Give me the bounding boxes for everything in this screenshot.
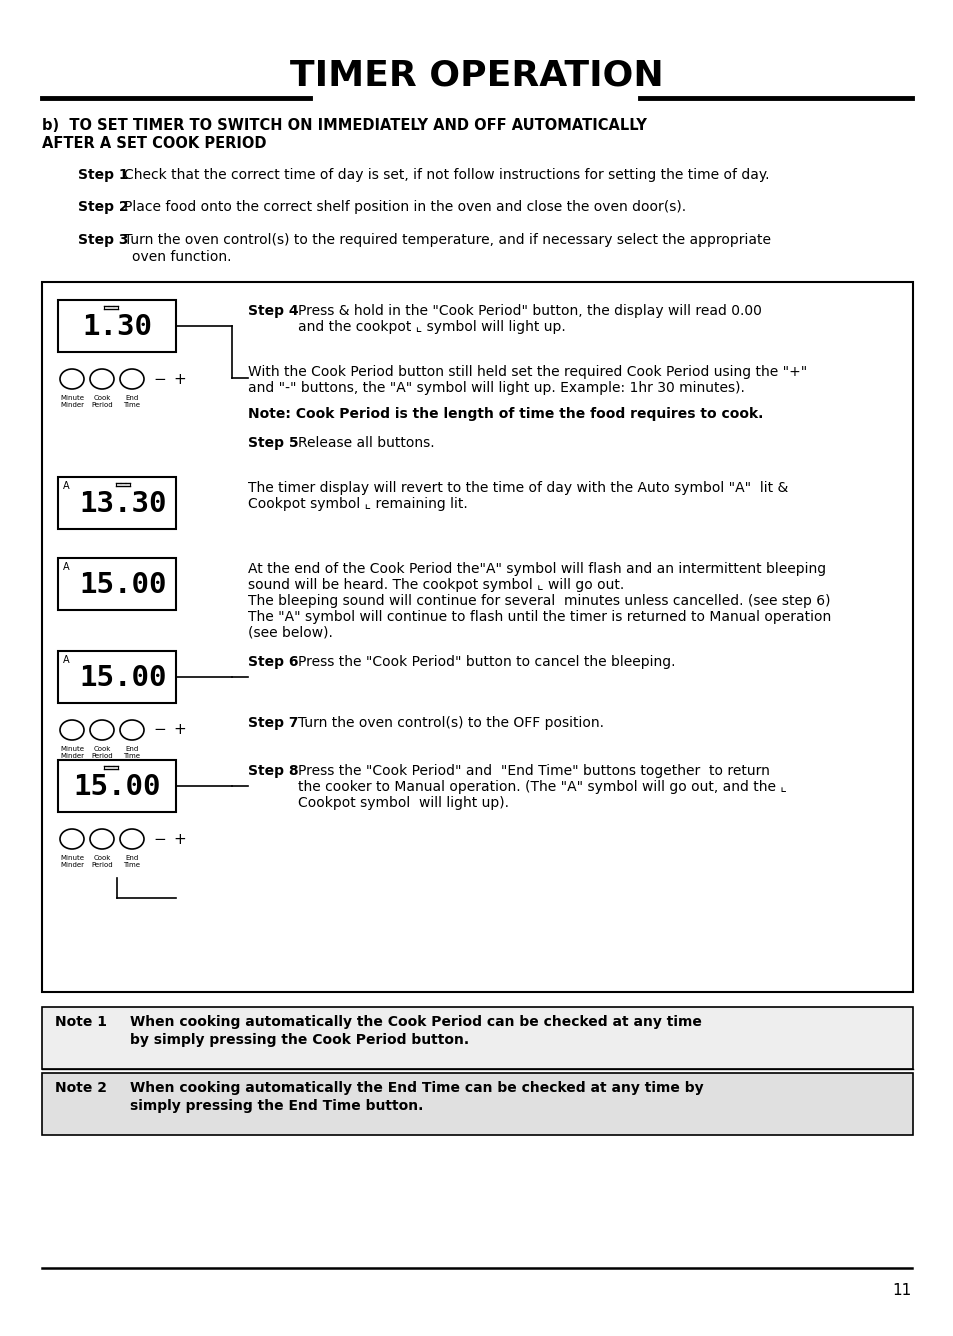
Text: 1.30: 1.30 — [82, 313, 152, 341]
Text: +: + — [172, 371, 186, 386]
Bar — [58, 301, 175, 351]
Text: When cooking automatically the End Time can be checked at any time by: When cooking automatically the End Time … — [130, 1081, 703, 1096]
Text: Step 8: Step 8 — [248, 764, 298, 778]
Text: 13.30: 13.30 — [79, 490, 167, 518]
Ellipse shape — [120, 369, 144, 389]
Text: Cook
Period: Cook Period — [91, 395, 112, 407]
Text: With the Cook Period button still held set the required Cook Period using the "+: With the Cook Period button still held s… — [248, 365, 806, 379]
Ellipse shape — [90, 720, 113, 740]
Text: by simply pressing the Cook Period button.: by simply pressing the Cook Period butto… — [130, 1033, 469, 1047]
Text: 15.00: 15.00 — [73, 774, 161, 802]
Text: simply pressing the End Time button.: simply pressing the End Time button. — [130, 1100, 423, 1113]
Text: Cook
Period: Cook Period — [91, 745, 112, 759]
Bar — [58, 760, 175, 812]
Text: +: + — [172, 723, 186, 737]
Text: the cooker to Manual operation. (The "A" symbol will go out, and the ⌞: the cooker to Manual operation. (The "A"… — [297, 780, 786, 794]
Text: Step 1: Step 1 — [78, 168, 129, 182]
Text: End
Time: End Time — [123, 395, 140, 407]
Text: −: − — [152, 723, 166, 737]
Text: End
Time: End Time — [123, 745, 140, 759]
Text: Note 1: Note 1 — [55, 1015, 107, 1029]
Text: oven function.: oven function. — [132, 250, 232, 265]
Text: −: − — [152, 371, 166, 386]
Ellipse shape — [120, 830, 144, 848]
Text: Cookpot symbol ⌞ remaining lit.: Cookpot symbol ⌞ remaining lit. — [248, 497, 467, 510]
Text: A: A — [63, 562, 70, 572]
Bar — [58, 477, 175, 529]
Ellipse shape — [90, 830, 113, 848]
Text: Note 2: Note 2 — [55, 1081, 107, 1096]
Text: −: − — [152, 831, 166, 847]
Text: A: A — [63, 481, 70, 492]
Text: sound will be heard. The cookpot symbol ⌞ will go out.: sound will be heard. The cookpot symbol … — [248, 578, 623, 592]
Text: Check that the correct time of day is set, if not follow instructions for settin: Check that the correct time of day is se… — [124, 168, 769, 182]
Text: A: A — [63, 655, 70, 665]
Text: and the cookpot ⌞ symbol will light up.: and the cookpot ⌞ symbol will light up. — [297, 321, 565, 334]
Text: 15.00: 15.00 — [79, 664, 167, 692]
Text: Place food onto the correct shelf position in the oven and close the oven door(s: Place food onto the correct shelf positi… — [124, 200, 685, 214]
Text: Step 2: Step 2 — [78, 200, 129, 214]
Text: Release all buttons.: Release all buttons. — [297, 436, 435, 450]
Text: (see below).: (see below). — [248, 627, 333, 640]
Text: At the end of the Cook Period the"A" symbol will flash and an intermittent bleep: At the end of the Cook Period the"A" sym… — [248, 562, 825, 576]
Text: +: + — [172, 831, 186, 847]
Ellipse shape — [60, 369, 84, 389]
Ellipse shape — [90, 369, 113, 389]
Text: The "A" symbol will continue to flash until the timer is returned to Manual oper: The "A" symbol will continue to flash un… — [248, 611, 830, 624]
Text: Minute
Minder: Minute Minder — [60, 855, 84, 868]
Text: Minute
Minder: Minute Minder — [60, 395, 84, 407]
Text: and "-" buttons, the "A" symbol will light up. Example: 1hr 30 minutes).: and "-" buttons, the "A" symbol will lig… — [248, 381, 744, 395]
Text: Note: Cook Period is the length of time the food requires to cook.: Note: Cook Period is the length of time … — [248, 407, 762, 421]
Text: 11: 11 — [892, 1283, 911, 1299]
Text: Press & hold in the "Cook Period" button, the display will read 0.00: Press & hold in the "Cook Period" button… — [297, 305, 761, 318]
Text: 15.00: 15.00 — [79, 570, 167, 599]
Text: Step 4: Step 4 — [248, 305, 298, 318]
Text: The bleeping sound will continue for several  minutes unless cancelled. (see ste: The bleeping sound will continue for sev… — [248, 595, 830, 608]
Text: AFTER A SET COOK PERIOD: AFTER A SET COOK PERIOD — [42, 136, 266, 151]
Text: Press the "Cook Period" button to cancel the bleeping.: Press the "Cook Period" button to cancel… — [297, 655, 675, 669]
Text: Cook
Period: Cook Period — [91, 855, 112, 868]
Bar — [42, 1007, 912, 1069]
Text: Step 5: Step 5 — [248, 436, 298, 450]
Bar — [58, 651, 175, 703]
Text: Minute
Minder: Minute Minder — [60, 745, 84, 759]
Bar — [42, 282, 912, 993]
Text: Cookpot symbol  will light up).: Cookpot symbol will light up). — [297, 796, 509, 810]
Text: Turn the oven control(s) to the OFF position.: Turn the oven control(s) to the OFF posi… — [297, 716, 603, 729]
Text: Turn the oven control(s) to the required temperature, and if necessary select th: Turn the oven control(s) to the required… — [124, 232, 770, 247]
Text: Step 3: Step 3 — [78, 232, 129, 247]
Bar — [58, 558, 175, 611]
Text: TIMER OPERATION: TIMER OPERATION — [290, 59, 663, 94]
Text: The timer display will revert to the time of day with the Auto symbol "A"  lit &: The timer display will revert to the tim… — [248, 481, 787, 496]
Ellipse shape — [60, 830, 84, 848]
Text: Step 7: Step 7 — [248, 716, 298, 729]
Text: Step 6: Step 6 — [248, 655, 298, 669]
Text: When cooking automatically the Cook Period can be checked at any time: When cooking automatically the Cook Peri… — [130, 1015, 701, 1029]
Ellipse shape — [60, 720, 84, 740]
Ellipse shape — [120, 720, 144, 740]
Text: End
Time: End Time — [123, 855, 140, 868]
Text: Press the "Cook Period" and  "End Time" buttons together  to return: Press the "Cook Period" and "End Time" b… — [297, 764, 769, 778]
Bar — [42, 1073, 912, 1136]
Text: b)  TO SET TIMER TO SWITCH ON IMMEDIATELY AND OFF AUTOMATICALLY: b) TO SET TIMER TO SWITCH ON IMMEDIATELY… — [42, 118, 646, 134]
